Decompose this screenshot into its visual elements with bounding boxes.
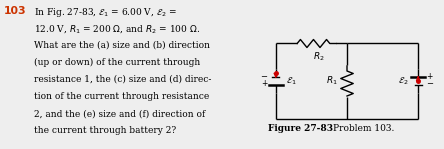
Text: −: −: [261, 72, 268, 81]
Text: 2, and the (e) size and (f) direction of: 2, and the (e) size and (f) direction of: [34, 109, 205, 118]
Text: Problem 103.: Problem 103.: [333, 124, 394, 133]
Text: $\mathcal{E}_1$: $\mathcal{E}_1$: [285, 75, 296, 87]
Text: −: −: [426, 79, 433, 88]
Text: +: +: [261, 79, 268, 88]
Text: $R_1$: $R_1$: [326, 75, 338, 87]
Text: 103: 103: [4, 6, 27, 16]
Text: What are the (a) size and (b) direction: What are the (a) size and (b) direction: [34, 40, 210, 49]
Text: $R_2$: $R_2$: [313, 50, 325, 63]
Text: (up or down) of the current through: (up or down) of the current through: [34, 58, 200, 67]
Text: +: +: [426, 72, 433, 81]
Text: Figure 27-83: Figure 27-83: [268, 124, 333, 133]
Text: In Fig. 27-83, $\mathcal{E}_1$ = 6.00 V, $\mathcal{E}_2$ =: In Fig. 27-83, $\mathcal{E}_1$ = 6.00 V,…: [34, 6, 177, 19]
Text: the current through battery 2?: the current through battery 2?: [34, 126, 176, 135]
Text: 12.0 V, $R_1$ = 200 $\Omega$, and $R_2$ = 100 $\Omega$.: 12.0 V, $R_1$ = 200 $\Omega$, and $R_2$ …: [34, 23, 200, 35]
Text: tion of the current through resistance: tion of the current through resistance: [34, 92, 209, 101]
Text: $\mathcal{E}_2$: $\mathcal{E}_2$: [398, 75, 408, 87]
Text: resistance 1, the (c) size and (d) direc-: resistance 1, the (c) size and (d) direc…: [34, 75, 211, 84]
